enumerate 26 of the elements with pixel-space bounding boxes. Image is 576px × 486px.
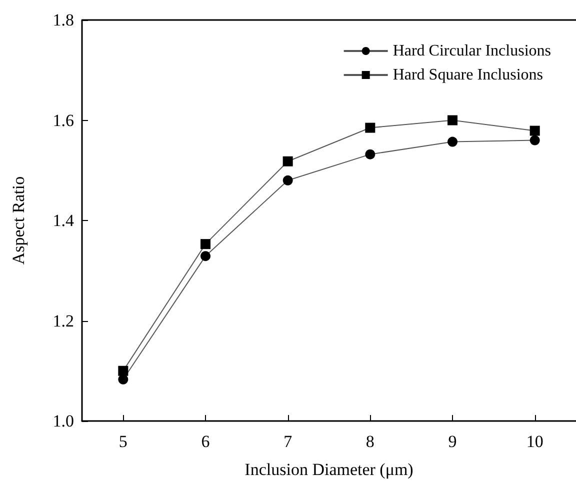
point [200,239,210,250]
x-tick-label: 7 [284,432,293,451]
x-tick-label: 9 [448,432,457,451]
legend-label: Hard Circular Inclusions [392,42,552,60]
point [530,135,540,146]
point [448,136,458,147]
point [282,175,293,186]
point [118,366,128,376]
point [365,122,376,133]
point [200,251,210,262]
y-axis-title: Aspect Ratio [9,176,28,265]
point [282,156,293,166]
y-tick-label: 1.6 [52,110,74,130]
y-tick-label: 1.8 [52,10,74,30]
point [448,115,458,126]
y-tick-label: 1.4 [52,211,74,230]
x-tick-label: 10 [526,432,544,451]
x-tick-label: 5 [118,432,128,451]
point [530,126,540,136]
legend-label: Hard Square Inclusions [392,66,544,84]
point [365,149,376,160]
x-tick-label: 8 [366,432,374,451]
y-tick-label: 1.2 [52,311,74,330]
x-axis-title: Inclusion Diameter (μm) [244,460,414,479]
y-tick-label: 1.0 [52,412,74,430]
x-tick-label: 6 [201,432,210,451]
